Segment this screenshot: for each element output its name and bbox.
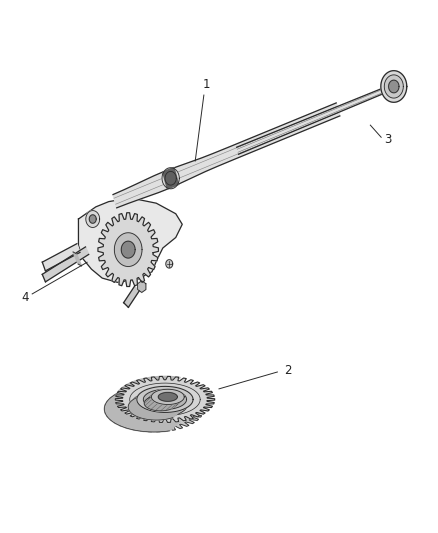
Polygon shape xyxy=(42,247,89,282)
Polygon shape xyxy=(115,376,215,423)
Polygon shape xyxy=(143,390,187,409)
Text: 3: 3 xyxy=(384,133,392,147)
Text: 2: 2 xyxy=(284,365,291,377)
Polygon shape xyxy=(121,241,135,258)
Polygon shape xyxy=(131,391,187,417)
Polygon shape xyxy=(104,386,204,432)
Polygon shape xyxy=(166,260,173,268)
Polygon shape xyxy=(137,386,193,413)
Polygon shape xyxy=(165,172,176,185)
Polygon shape xyxy=(163,167,179,189)
Polygon shape xyxy=(89,215,96,223)
Text: 4: 4 xyxy=(21,290,29,304)
Polygon shape xyxy=(381,71,407,102)
Polygon shape xyxy=(114,233,142,266)
Polygon shape xyxy=(138,281,146,293)
Polygon shape xyxy=(86,211,100,228)
Polygon shape xyxy=(152,389,184,405)
Polygon shape xyxy=(42,244,80,271)
Polygon shape xyxy=(237,79,406,154)
Polygon shape xyxy=(73,252,81,266)
Polygon shape xyxy=(144,389,177,411)
Polygon shape xyxy=(144,395,177,411)
Polygon shape xyxy=(128,386,181,420)
Polygon shape xyxy=(124,286,139,308)
Text: 1: 1 xyxy=(202,78,210,91)
Polygon shape xyxy=(162,168,179,189)
Polygon shape xyxy=(158,392,177,401)
Polygon shape xyxy=(113,103,340,208)
Polygon shape xyxy=(104,376,180,432)
Polygon shape xyxy=(78,198,182,282)
Polygon shape xyxy=(384,75,403,98)
Polygon shape xyxy=(98,213,159,287)
Polygon shape xyxy=(389,80,399,93)
